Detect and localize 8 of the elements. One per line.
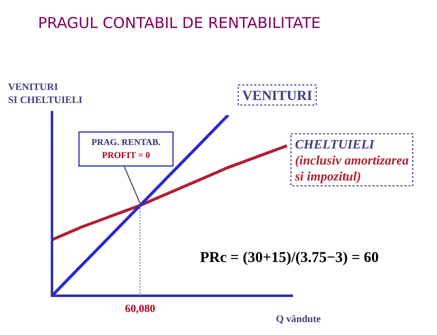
series-label: CHELTUIELI (inclusiv amortizarea si impozitul) <box>294 136 410 184</box>
x-axis-title: Q vândute <box>276 314 322 325</box>
annotation: PRc = (30+15)/(3.75−3) = 60 <box>200 250 379 266</box>
text: 60,080 <box>125 302 156 315</box>
annotation: PRAG. RENTAB. PROFIT = 0 <box>91 137 161 160</box>
chart-title: PRAGUL CONTABIL DE RENTABILITATE <box>38 14 321 32</box>
series-label: VENITURI <box>242 89 312 104</box>
y-axis-title: VENITURI SI CHELTUIELI <box>8 82 82 106</box>
